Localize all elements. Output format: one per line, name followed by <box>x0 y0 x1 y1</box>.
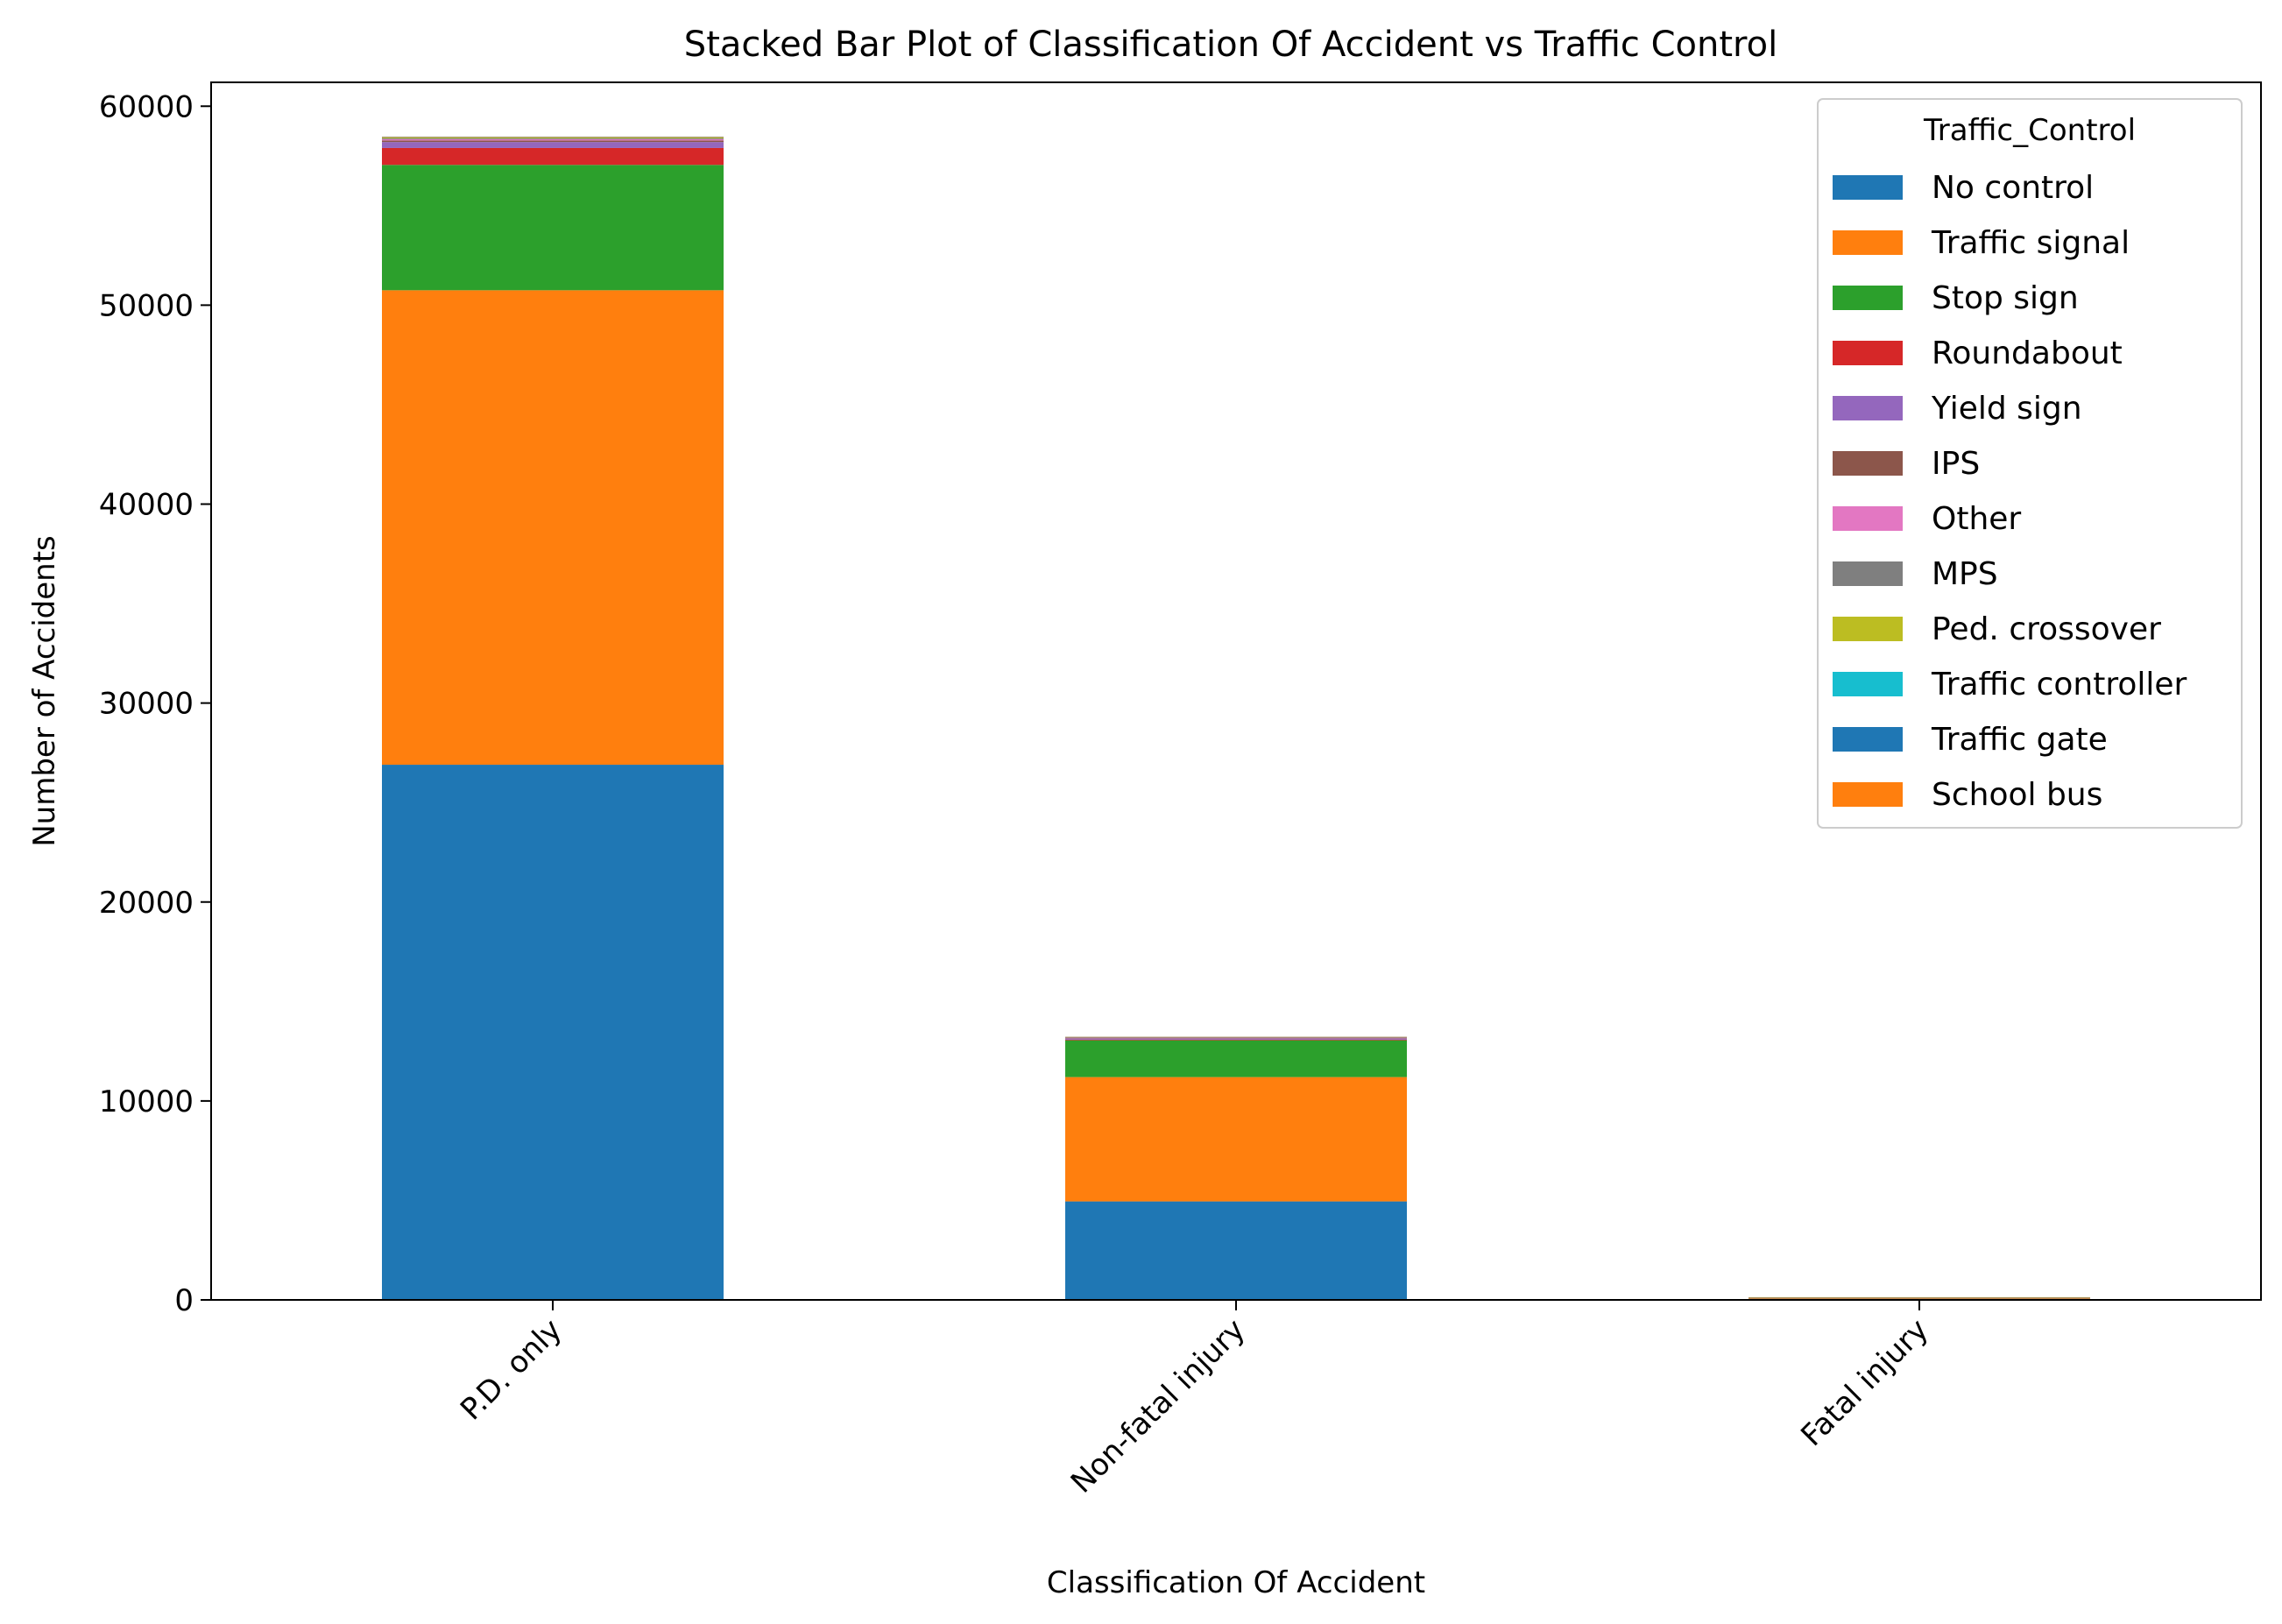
legend-swatch-traffic-gate-10 <box>1833 727 1903 752</box>
legend-swatch-stop-sign-2 <box>1833 286 1903 310</box>
legend-label-traffic-controller: Traffic controller <box>1931 667 2187 703</box>
legend-label-other: Other <box>1932 501 2021 537</box>
bar-non-fatal-injury-other-6 <box>1065 1037 1407 1039</box>
y-tick-label: 0 <box>174 1283 194 1318</box>
y-tick-label: 40000 <box>99 488 194 523</box>
legend-label-stop-sign: Stop sign <box>1932 280 2079 316</box>
bar-non-fatal-injury-school-bus-11 <box>1065 1036 1407 1038</box>
y-tick-label: 50000 <box>99 288 194 323</box>
legend-frame <box>1817 98 2243 829</box>
bar-p-d-only-yield-sign-4 <box>382 142 724 148</box>
x-axis-label: Classification Of Accident <box>1047 1565 1425 1600</box>
legend-label-ped-crossover: Ped. crossover <box>1932 611 2161 647</box>
legend-label-traffic-gate: Traffic gate <box>1931 722 2108 758</box>
bar-p-d-only-traffic-signal-1 <box>382 290 724 766</box>
legend-label-yield-sign: Yield sign <box>1931 391 2082 427</box>
legend-swatch-mps-7 <box>1833 561 1903 586</box>
legend-label-no-control: No control <box>1932 170 2094 206</box>
bar-non-fatal-injury-roundabout-3 <box>1065 1039 1407 1041</box>
bar-p-d-only-other-6 <box>382 138 724 141</box>
legend-swatch-yield-sign-4 <box>1833 396 1903 420</box>
bar-non-fatal-injury-ips-5 <box>1065 1038 1407 1039</box>
legend-label-roundabout: Roundabout <box>1932 335 2123 371</box>
legend-swatch-other-6 <box>1833 506 1903 531</box>
bar-non-fatal-injury-traffic-signal-1 <box>1065 1077 1407 1202</box>
legend-swatch-roundabout-3 <box>1833 341 1903 365</box>
bar-fatal-injury-traffic-signal-1 <box>1749 1297 2090 1299</box>
y-tick-label: 10000 <box>99 1084 194 1119</box>
legend-swatch-traffic-signal-1 <box>1833 230 1903 255</box>
bar-p-d-only-school-bus-11 <box>382 137 724 138</box>
bar-non-fatal-injury-no-control-0 <box>1065 1201 1407 1300</box>
bar-p-d-only-stop-sign-2 <box>382 165 724 291</box>
chart-title: Stacked Bar Plot of Classification Of Ac… <box>684 25 1777 65</box>
bar-non-fatal-injury-mps-7 <box>1065 1037 1407 1038</box>
legend-label-ips: IPS <box>1932 446 1980 482</box>
legend-title: Traffic_Control <box>1923 113 2136 148</box>
bar-p-d-only-mps-7 <box>382 138 724 139</box>
bar-non-fatal-injury-stop-sign-2 <box>1065 1040 1407 1077</box>
bar-p-d-only-ips-5 <box>382 140 724 143</box>
bar-fatal-injury-ped-crossover-8 <box>1749 1296 2090 1298</box>
y-tick-label: 60000 <box>99 89 194 124</box>
legend-label-mps: MPS <box>1932 556 1998 592</box>
legend-swatch-traffic-controller-9 <box>1833 672 1903 696</box>
bar-p-d-only-no-control-0 <box>382 765 724 1300</box>
bars-group <box>382 137 2090 1300</box>
y-axis-label: Number of Accidents <box>27 535 62 847</box>
legend: Traffic_Control No control Traffic signal… <box>1817 98 2243 829</box>
legend-swatch-ips-5 <box>1833 451 1903 476</box>
legend-swatch-school-bus-11 <box>1833 782 1903 807</box>
bar-non-fatal-injury-yield-sign-4 <box>1065 1038 1407 1040</box>
legend-swatch-ped-crossover-8 <box>1833 617 1903 641</box>
legend-label-traffic-signal: Traffic signal <box>1931 225 2130 261</box>
legend-label-school-bus: School bus <box>1932 777 2102 813</box>
y-axis: 0 10000 20000 30000 40000 50000 60000 <box>99 89 211 1318</box>
legend-swatch-no-control-0 <box>1833 175 1903 200</box>
plot-frame <box>210 81 2262 1301</box>
legend-items: No control Traffic signal Stop sign Roundab… <box>1833 170 2187 813</box>
y-tick-label: 30000 <box>99 687 194 722</box>
y-tick-label: 20000 <box>99 886 194 921</box>
bar-p-d-only-roundabout-3 <box>382 147 724 166</box>
